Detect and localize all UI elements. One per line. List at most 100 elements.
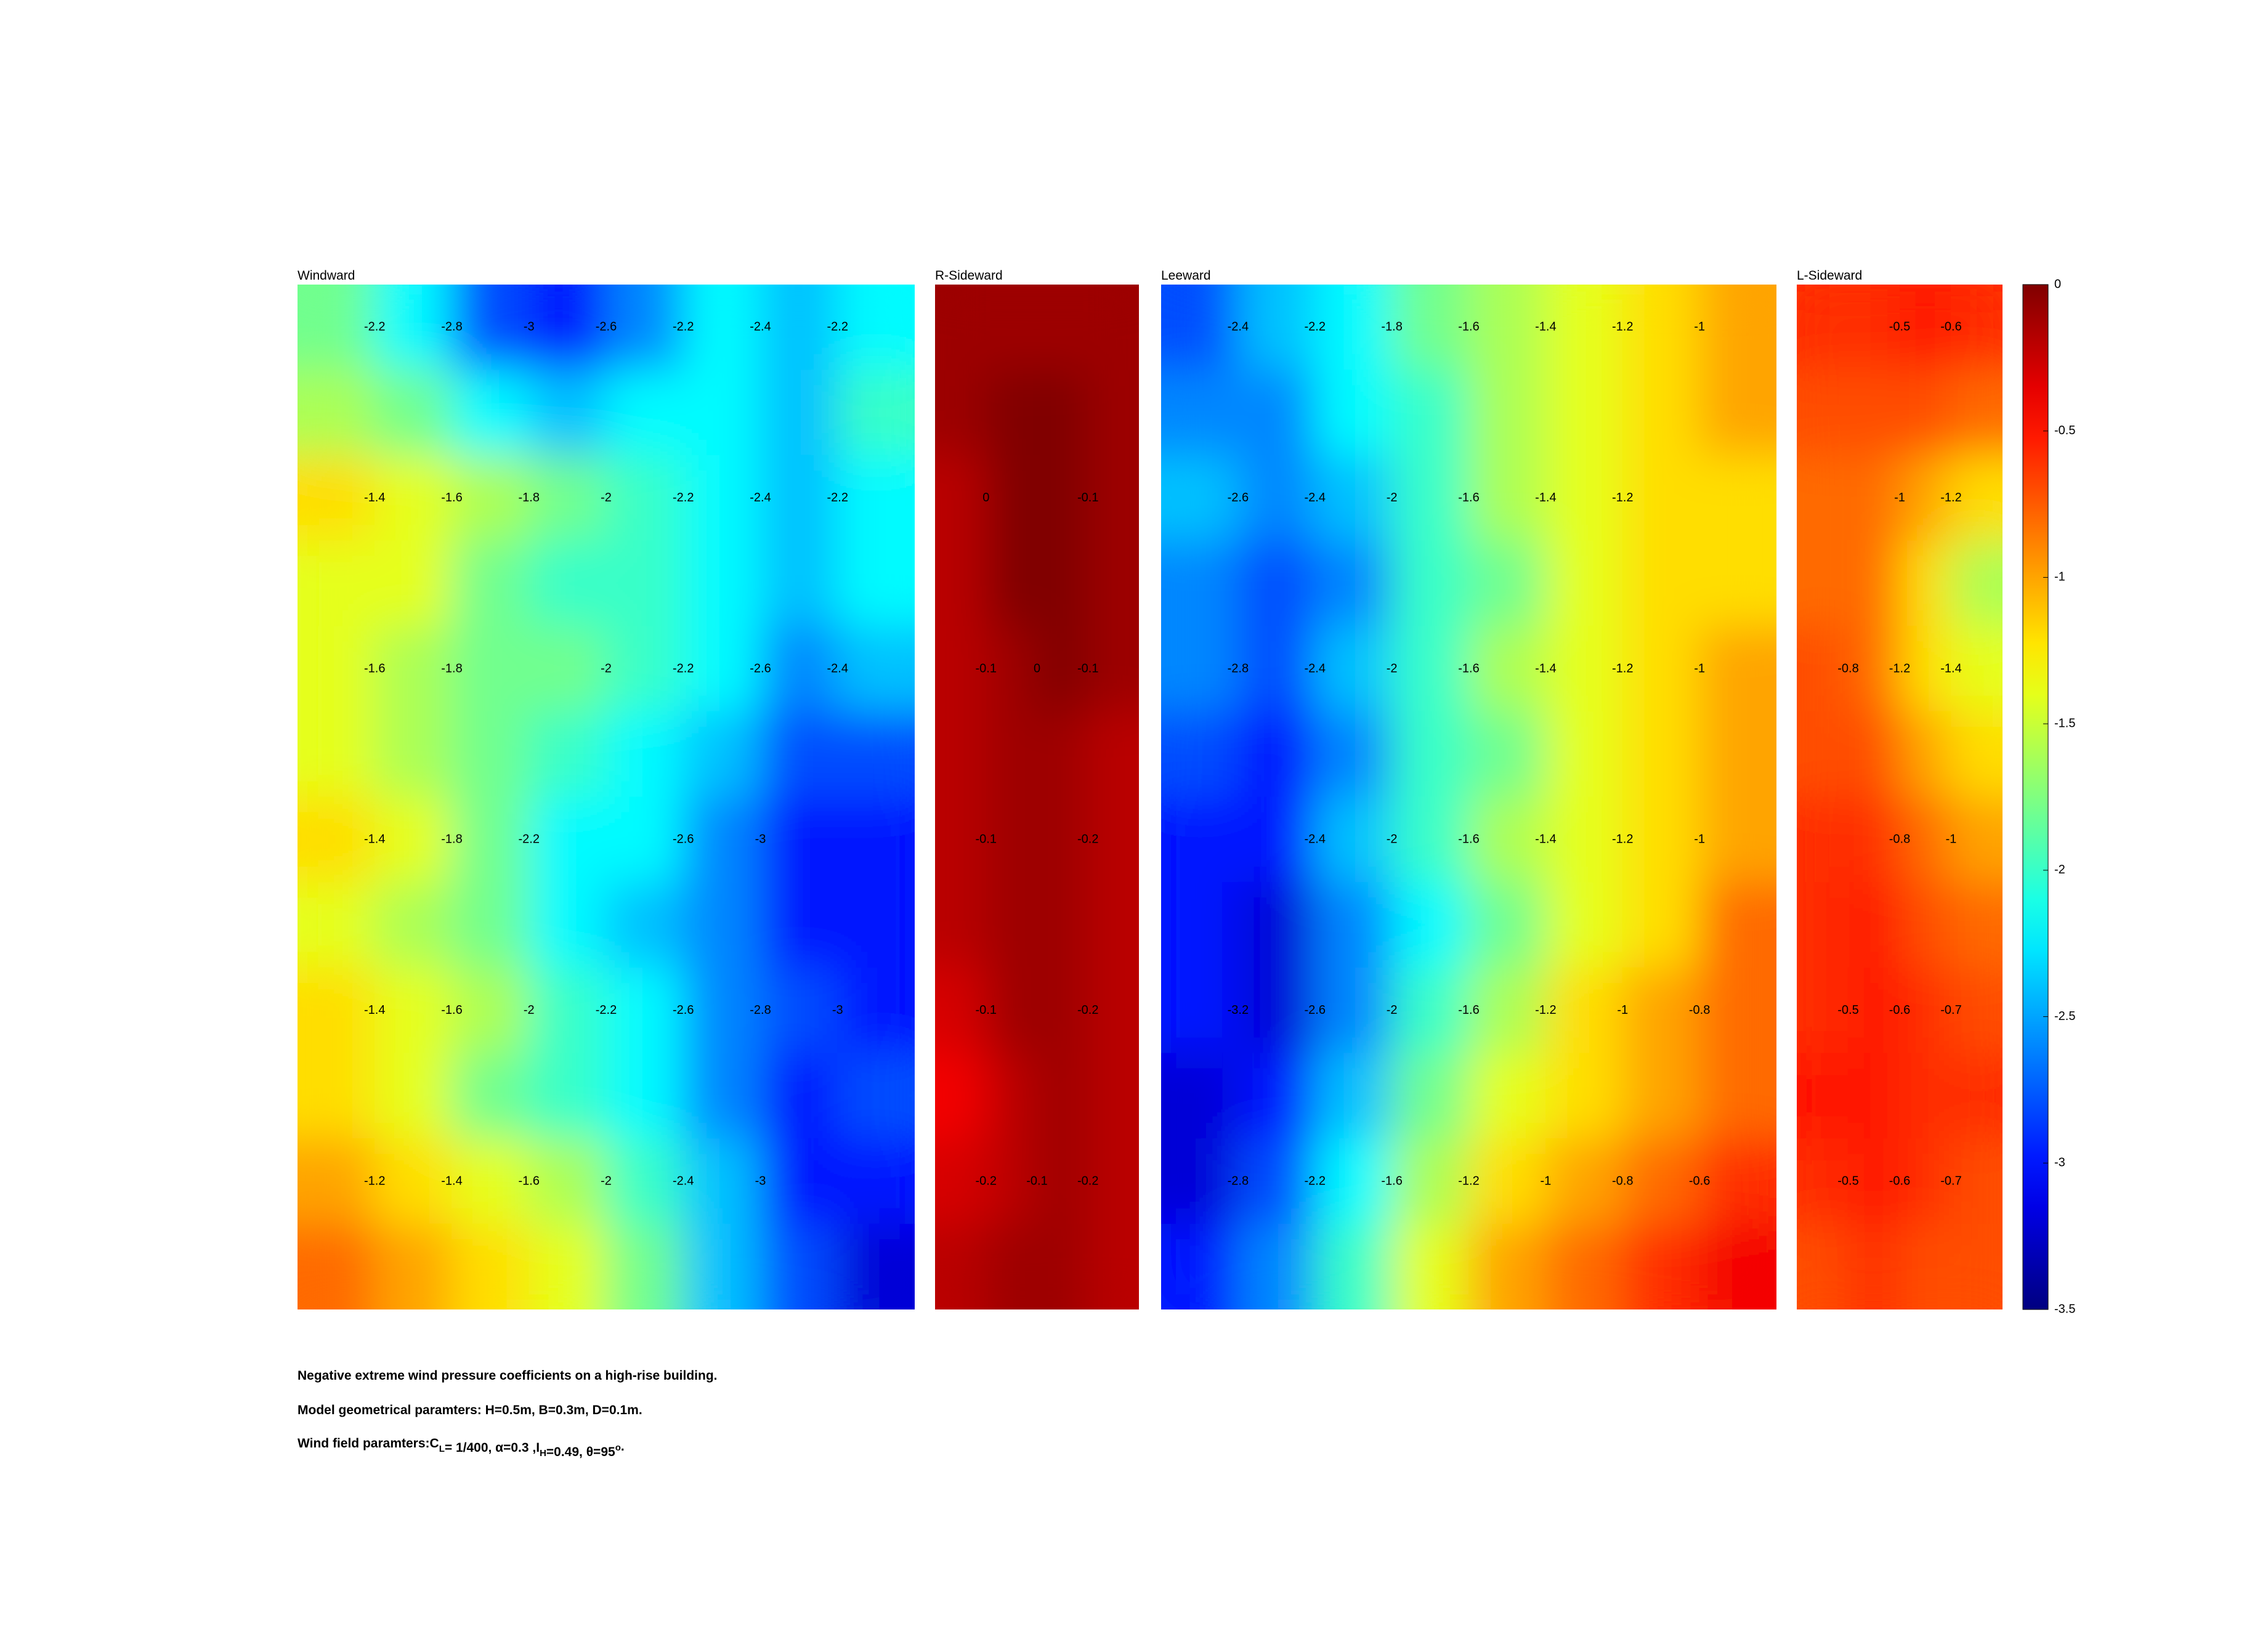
cell [298,711,375,798]
cell [1314,540,1393,627]
cell [1848,882,1900,968]
contour-label: -3 [524,320,535,334]
cell [529,370,607,456]
cell [986,540,1037,627]
cell [1314,796,1393,883]
contour-label: -1.4 [1535,491,1556,504]
cell [935,626,987,712]
contour-label: -0.5 [1889,320,1910,334]
cell [1237,967,1316,1054]
contour-label: -1.8 [441,662,462,675]
cell [986,796,1037,883]
cell [605,1138,684,1224]
cell [1237,285,1316,371]
caption-part: = 1/400, α=0.3 ,I [445,1441,540,1455]
cell [298,285,375,371]
contour-label: -3 [832,1003,843,1017]
cell [452,540,530,627]
cell [605,1053,684,1139]
cell [529,455,607,541]
cell [529,285,607,371]
cell [1468,455,1546,541]
contour-label: -2.2 [519,833,540,846]
cell [374,967,452,1054]
cell [1087,711,1139,798]
cell [529,882,607,968]
cell [1037,540,1088,627]
cell [760,1223,838,1309]
cell [298,882,375,968]
cell [1545,882,1623,968]
cell [1037,967,1088,1054]
contour-label: -1.4 [364,491,385,504]
cell [298,1223,375,1309]
cell [605,967,684,1054]
contour-label: -2 [1387,833,1398,846]
cell [1622,1138,1700,1224]
contour-label: -2.4 [750,320,771,334]
contour-label: -2.6 [673,1003,694,1017]
cell [682,370,761,456]
cell [1797,711,1849,798]
cell [837,626,915,712]
cell [452,370,530,456]
cell [1545,967,1623,1054]
cell [1797,882,1849,968]
cell [1848,370,1900,456]
cell [1951,455,2003,541]
cell [682,796,761,883]
panel-title: Windward [298,269,355,283]
cell [837,1223,915,1309]
cell [682,1138,761,1224]
contour-label: -1.6 [1458,1003,1479,1017]
cell [374,1138,452,1224]
cell [986,285,1037,371]
cell [529,711,607,798]
cell [1699,370,1776,456]
cell [837,540,915,627]
cell [1699,540,1776,627]
cell [374,455,452,541]
cell [605,711,684,798]
contour-label: -2.6 [1305,1003,1326,1017]
contour-label: -0.8 [1889,833,1910,846]
cell [760,882,838,968]
cell [1951,1223,2003,1309]
cell [1037,370,1088,456]
cell [529,626,607,712]
cell [760,796,838,883]
caption: Model geometrical paramters: H=0.5m, B=0… [298,1403,642,1417]
cell [1545,1223,1623,1309]
cell [1237,540,1316,627]
contour-label: -0.1 [1026,1174,1047,1188]
contour-label: -0.2 [976,1174,997,1188]
cell [1848,1053,1900,1139]
cell [298,455,375,541]
cell [374,540,452,627]
caption-part: L [439,1444,445,1454]
cell [298,626,375,712]
cell [1545,455,1623,541]
contour-label: -1.6 [1381,1174,1402,1188]
contour-label: -1.2 [1940,491,1961,504]
cell [1037,285,1088,371]
cell [1391,540,1469,627]
cell [760,455,838,541]
contour-label: -2 [524,1003,535,1017]
cell [1848,1138,1900,1224]
cell [298,967,375,1054]
cell [1848,455,1900,541]
cell [452,711,530,798]
contour-label: -2.2 [673,491,694,504]
cell [605,882,684,968]
contour-label: -0.2 [1077,833,1098,846]
cell [1037,626,1088,712]
cell [1951,540,2003,627]
cell [1848,796,1900,883]
cell [1468,1053,1546,1139]
contour-label: -2 [1387,1003,1398,1017]
contour-label: -0.1 [976,833,997,846]
cell [1161,1053,1239,1139]
cell [529,1223,607,1309]
cell [1848,626,1900,712]
